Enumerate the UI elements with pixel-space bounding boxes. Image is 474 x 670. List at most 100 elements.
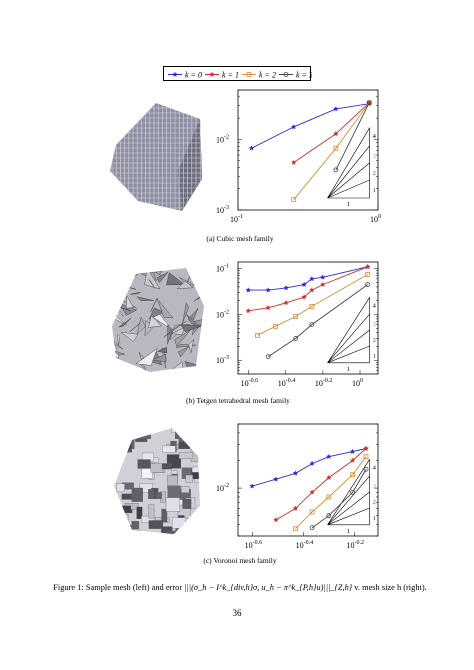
- slope-reference-line: [327, 313, 370, 363]
- data-point: [326, 494, 332, 500]
- mesh-cell: [122, 524, 132, 534]
- data-point: [363, 445, 369, 451]
- mesh-facet: [112, 295, 116, 300]
- data-point: [309, 489, 315, 495]
- data-point: [309, 509, 315, 515]
- mesh-facet: [130, 291, 141, 295]
- mesh-cell: [178, 428, 191, 439]
- data-point: [290, 159, 297, 165]
- data-point: [333, 167, 339, 173]
- mesh-cell: [155, 492, 162, 499]
- series-line: [267, 284, 368, 357]
- x-tick-label: 10-0.4: [296, 540, 314, 550]
- mesh-facet: [156, 272, 169, 283]
- x-tick-label: 10-0.6: [245, 540, 263, 550]
- mesh-facet: [117, 333, 120, 346]
- mesh-cell: [178, 530, 185, 534]
- mesh-cell: [131, 487, 143, 502]
- mesh-cell: [185, 474, 193, 483]
- data-point: [363, 466, 369, 472]
- mesh-facet: [186, 314, 201, 328]
- mesh-cell: [150, 463, 164, 473]
- data-point: [320, 274, 326, 280]
- mesh-facet: [133, 268, 147, 271]
- x-tick-label: 10-0.2: [347, 540, 365, 550]
- mesh-cell: [139, 483, 153, 493]
- data-point: [326, 453, 332, 460]
- mesh-cell: [182, 498, 192, 509]
- slope-label: 2: [373, 499, 376, 506]
- y-tick-label: 10-3: [216, 205, 229, 215]
- voronoi-mesh-image: [114, 428, 200, 534]
- mesh-facet: [129, 268, 135, 272]
- y-tick-label: 10-2: [216, 483, 229, 493]
- slope-base-label: 1: [347, 366, 350, 373]
- data-point: [326, 474, 332, 480]
- data-point: [245, 307, 252, 314]
- legend-marker: [209, 71, 215, 77]
- mesh-cell: [181, 430, 192, 440]
- mesh-cell: [165, 530, 176, 534]
- slope-reference-line: [327, 179, 370, 199]
- mesh-facet: [112, 309, 127, 326]
- mesh-facet: [112, 272, 114, 282]
- data-point: [301, 294, 307, 300]
- mesh-cell: [122, 435, 129, 449]
- mesh-cell: [145, 532, 157, 534]
- mesh-cell: [120, 435, 135, 449]
- mesh-facet: [148, 279, 155, 289]
- mesh-cells: [114, 428, 200, 534]
- data-point: [249, 483, 255, 489]
- mesh-cell: [148, 504, 155, 519]
- caption-norm: |||(σ_h − I^k_{div,h}σ, u_h − π^k_{P,h}u…: [184, 583, 353, 592]
- mesh-cell: [137, 459, 151, 469]
- caption-suffix: v. mesh size h (right).: [354, 583, 427, 592]
- slope-reference-line: [327, 145, 370, 199]
- mesh-facet: [113, 350, 125, 356]
- series-line: [275, 448, 367, 521]
- mesh-facet: [116, 362, 129, 372]
- legend-graphic: k = 0 k = 1 k = 2 k = 3: [168, 71, 312, 80]
- slope-label: 3: [373, 321, 376, 328]
- mesh-cell: [116, 483, 125, 493]
- slope-label: 2: [373, 170, 376, 177]
- mesh-facet: [157, 346, 168, 354]
- mesh-facet: [112, 293, 115, 306]
- slope-reference-line: [327, 127, 370, 199]
- mesh-facet: [163, 320, 187, 338]
- slope-reference-line: [327, 162, 370, 199]
- series-line: [293, 102, 370, 200]
- slope-label: 4: [373, 464, 377, 471]
- subfigure-caption-c: (c) Voronoi mesh family: [203, 556, 277, 565]
- mesh-facet: [144, 268, 161, 290]
- slope-label: 2: [373, 337, 376, 344]
- mesh-cell: [191, 466, 200, 473]
- figure-caption: Figure 1: Sample mesh (left) and error |…: [40, 583, 440, 592]
- plot-frame: [237, 261, 379, 375]
- mesh-facet: [150, 298, 158, 312]
- mesh-facet: [118, 317, 132, 328]
- mesh-facet: [136, 296, 154, 302]
- slope-reference-line: [327, 297, 370, 363]
- data-point: [273, 476, 279, 482]
- x-tick-label: 10-0.2: [315, 378, 333, 388]
- data-point: [290, 124, 297, 130]
- data-point: [309, 460, 315, 466]
- series-line: [251, 103, 370, 149]
- mesh-cell: [121, 493, 132, 500]
- data-point: [350, 489, 356, 495]
- data-point: [273, 323, 278, 329]
- data-point: [363, 454, 369, 460]
- data-point: [309, 322, 315, 328]
- slope-label: 4: [373, 302, 377, 309]
- mesh-facet: [166, 272, 186, 286]
- mesh-cell: [136, 506, 143, 519]
- series-line: [295, 456, 367, 530]
- series-line: [257, 274, 368, 336]
- data-point: [333, 105, 339, 112]
- slope-reference-line: [327, 345, 370, 364]
- data-point: [309, 525, 315, 531]
- mesh-cell: [167, 485, 181, 499]
- legend-label: k = 3: [296, 71, 312, 80]
- data-point: [349, 457, 356, 463]
